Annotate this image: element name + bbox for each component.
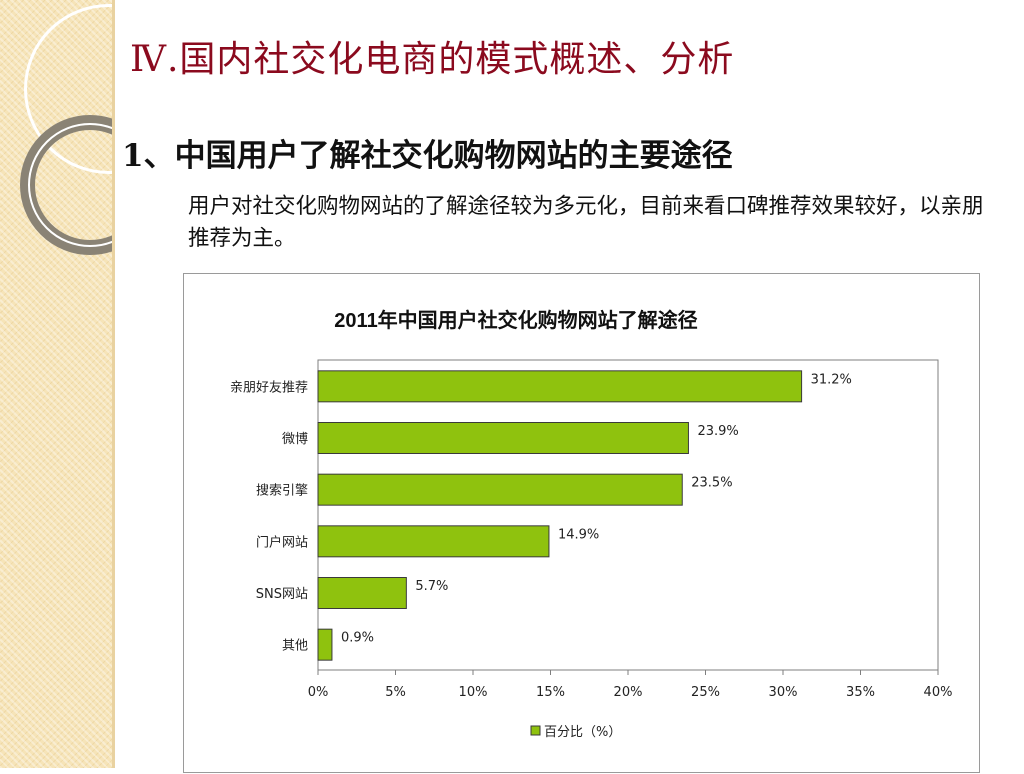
slide-description: 用户对社交化购物网站的了解途径较为多元化，目前来看口碑推荐效果较好，以亲朋推荐为… (188, 194, 984, 251)
x-tick-label: 40% (924, 685, 953, 700)
category-label: 其他 (282, 639, 308, 654)
x-tick-label: 25% (691, 685, 720, 700)
category-label: SNS网站 (256, 587, 308, 602)
data-label: 23.9% (697, 424, 738, 439)
data-label: 14.9% (558, 527, 599, 542)
decorative-side-strip (0, 0, 112, 768)
bar (317, 525, 550, 558)
chart-frame: 2011年中国用户社交化购物网站了解途径 亲朋好友推荐 31.2% 微博 23.9% 搜… (183, 273, 980, 773)
category-label: 亲朋好友推荐 (230, 379, 308, 395)
slide-subheading: 1、中国用户了解社交化购物网站的主要途径 (122, 138, 733, 174)
data-label: 5.7% (415, 579, 448, 594)
data-label: 23.5% (691, 476, 732, 491)
data-label: 31.2% (811, 372, 852, 387)
category-label: 门户网站 (256, 534, 308, 550)
x-tick-label: 20% (614, 685, 643, 700)
x-tick-label: 15% (536, 685, 565, 700)
slide-title: Ⅳ.国内社交化电商的模式概述、分析 (130, 39, 735, 80)
bar (317, 422, 689, 454)
side-strip-edge (112, 0, 115, 768)
legend-label: 百分比（%） (544, 725, 621, 740)
category-label: 搜索引擎 (256, 484, 308, 499)
plot-area (317, 359, 939, 671)
bar-chart: 2011年中国用户社交化购物网站了解途径 亲朋好友推荐 31.2% 微博 23.9% 搜… (230, 308, 953, 740)
data-label: 0.9% (341, 631, 374, 646)
x-tick-label: 10% (459, 685, 488, 700)
bar (317, 473, 683, 506)
x-tick-label: 5% (385, 685, 406, 700)
bar (317, 370, 803, 403)
legend-swatch (530, 725, 541, 736)
bar (317, 577, 407, 609)
category-label: 微博 (282, 432, 308, 447)
chart-title: 2011年中国用户社交化购物网站了解途径 (334, 308, 697, 332)
x-tick-label: 0% (308, 685, 329, 700)
x-tick-label: 35% (846, 685, 875, 700)
bar (317, 628, 333, 661)
x-tick-label: 30% (769, 685, 798, 700)
